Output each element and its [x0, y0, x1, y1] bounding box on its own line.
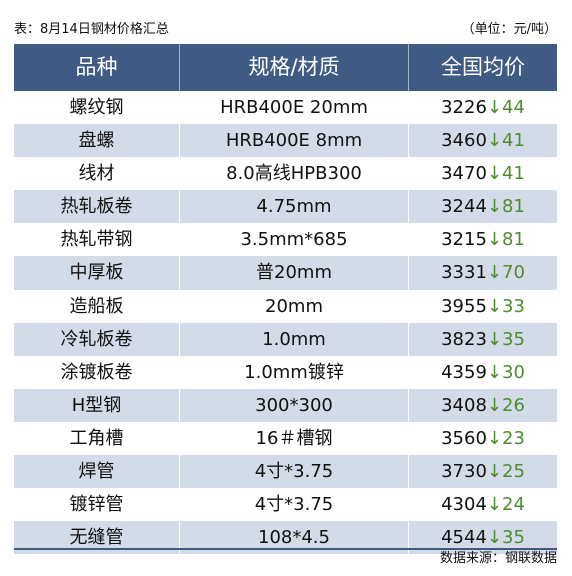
- price-value: 3226: [441, 97, 487, 118]
- price-change: ↓44: [486, 97, 525, 118]
- cell-price: 4304↓24: [408, 488, 557, 522]
- cell-price: 3560↓23: [408, 421, 557, 456]
- cell-spec: 4寸*3.75: [179, 488, 408, 522]
- price-value: 3215: [441, 229, 487, 251]
- price-value: 4304: [441, 494, 487, 516]
- price-change: ↓23: [486, 427, 525, 449]
- cell-price: 3244↓81: [408, 190, 557, 224]
- price-change: ↓81: [486, 229, 525, 251]
- cell-price: 3470↓41: [408, 157, 557, 191]
- cell-variety: 螺纹钢: [69, 97, 124, 118]
- cell-spec: 8.0高线HPB300: [179, 157, 408, 191]
- cell-spec: 4.75mm: [179, 190, 408, 224]
- header-spec: 规格/材质: [179, 44, 408, 91]
- table-row: 冷轧板卷 1.0mm 3823↓35: [14, 322, 557, 356]
- cell-variety: 焊管: [78, 461, 115, 483]
- cell-spec: 普20mm: [179, 256, 408, 290]
- table-header: 品种 规格/材质 全国均价: [14, 44, 557, 91]
- price-value: 3244: [441, 196, 487, 218]
- cell-price: 3331↓70: [408, 256, 557, 290]
- price-change: ↓26: [486, 394, 525, 416]
- price-change: ↓70: [486, 262, 525, 284]
- cell-variety: 造船板: [69, 295, 124, 317]
- cell-variety: 镀锌管: [69, 494, 124, 516]
- price-value: 4544: [441, 527, 487, 549]
- price-change: ↓33: [486, 295, 525, 317]
- cell-spec: HRB400E 20mm: [179, 91, 408, 125]
- cell-spec: 20mm: [179, 289, 408, 323]
- price-value: 3955: [441, 295, 487, 317]
- cell-variety: 热轧带钢: [60, 229, 133, 251]
- cell-price: 3823↓35: [408, 322, 557, 356]
- cell-variety: 盘螺: [78, 130, 115, 152]
- cell-variety: 涂镀板卷: [60, 361, 133, 383]
- caption-bar: 表：8月14日钢材价格汇总 （单位：元/吨）: [14, 22, 557, 38]
- price-change: ↓25: [486, 461, 525, 483]
- cell-variety: H型钢: [71, 394, 122, 416]
- cell-price: 3408↓26: [408, 388, 557, 422]
- cell-spec: 3.5mm*685: [179, 223, 408, 257]
- header-price: 全国均价: [408, 44, 557, 91]
- cell-spec: 300*300: [179, 388, 408, 422]
- cell-variety: 无缝管: [69, 527, 124, 549]
- cell-variety: 工角槽: [69, 427, 124, 449]
- price-value: 3408: [441, 394, 487, 416]
- price-value: 4359: [441, 361, 487, 383]
- price-value: 3331: [441, 262, 487, 284]
- cell-spec: 16＃槽钢: [179, 421, 408, 456]
- table-row: 热轧板卷 4.75mm 3244↓81: [14, 190, 557, 224]
- bottom-rule: [14, 548, 557, 550]
- cell-spec: HRB400E 8mm: [179, 124, 408, 158]
- table-row: 线材 8.0高线HPB300 3470↓41: [14, 157, 557, 191]
- table-row: 盘螺 HRB400E 8mm 3460↓41: [14, 124, 557, 158]
- price-value: 3470: [441, 163, 487, 185]
- price-table: 品种 规格/材质 全国均价 螺纹钢 HRB400E 20mm 3226↓44 盘螺 HR…: [14, 44, 557, 555]
- cell-spec: 1.0mm镀锌: [179, 355, 408, 389]
- price-value: 3730: [441, 461, 487, 483]
- table-row: 焊管 4寸*3.75 3730↓25: [14, 455, 557, 489]
- table-row: H型钢 300*300 3408↓26: [14, 388, 557, 422]
- price-change: ↓24: [486, 494, 525, 516]
- cell-price: 3955↓33: [408, 289, 557, 323]
- cell-spec: 108*4.5: [179, 521, 408, 555]
- price-change: ↓81: [486, 196, 525, 218]
- price-change: ↓35: [486, 527, 525, 549]
- table-row: 造船板 20mm 3955↓33: [14, 289, 557, 323]
- table-row: 中厚板 普20mm 3331↓70: [14, 256, 557, 290]
- cell-price: 3460↓41: [408, 124, 557, 158]
- price-change: ↓41: [486, 130, 525, 152]
- price-change: ↓35: [486, 328, 525, 350]
- cell-price: 3730↓25: [408, 455, 557, 489]
- price-value: 3560: [441, 427, 487, 449]
- cell-variety: 线材: [78, 163, 115, 185]
- cell-price: 4544↓35: [408, 521, 557, 555]
- table-row: 镀锌管 4寸*3.75 4304↓24: [14, 488, 557, 522]
- cell-spec: 1.0mm: [179, 322, 408, 356]
- header-variety: 品种: [75, 55, 118, 79]
- data-source: 数据来源：钢联数据: [439, 551, 557, 566]
- table-row: 工角槽 16＃槽钢 3560↓23: [14, 421, 557, 456]
- cell-price: 4359↓30: [408, 355, 557, 389]
- table-row: 螺纹钢 HRB400E 20mm 3226↓44: [14, 91, 557, 125]
- price-value: 3823: [441, 328, 487, 350]
- table-row: 热轧带钢 3.5mm*685 3215↓81: [14, 223, 557, 257]
- price-change: ↓41: [486, 163, 525, 185]
- cell-variety: 中厚板: [69, 262, 124, 284]
- unit-label: （单位：元/吨）: [461, 22, 557, 37]
- cell-variety: 热轧板卷: [60, 196, 133, 218]
- table-caption: 表：8月14日钢材价格汇总: [14, 22, 169, 37]
- cell-spec: 4寸*3.75: [179, 455, 408, 489]
- cell-variety: 冷轧板卷: [60, 328, 133, 350]
- cell-price: 3215↓81: [408, 223, 557, 257]
- table-row: 涂镀板卷 1.0mm镀锌 4359↓30: [14, 355, 557, 389]
- table-body: 螺纹钢 HRB400E 20mm 3226↓44 盘螺 HRB400E 8mm 3460↓…: [14, 91, 557, 555]
- cell-price: 3226↓44: [408, 91, 557, 125]
- price-value: 3460: [441, 130, 487, 152]
- price-change: ↓30: [486, 361, 525, 383]
